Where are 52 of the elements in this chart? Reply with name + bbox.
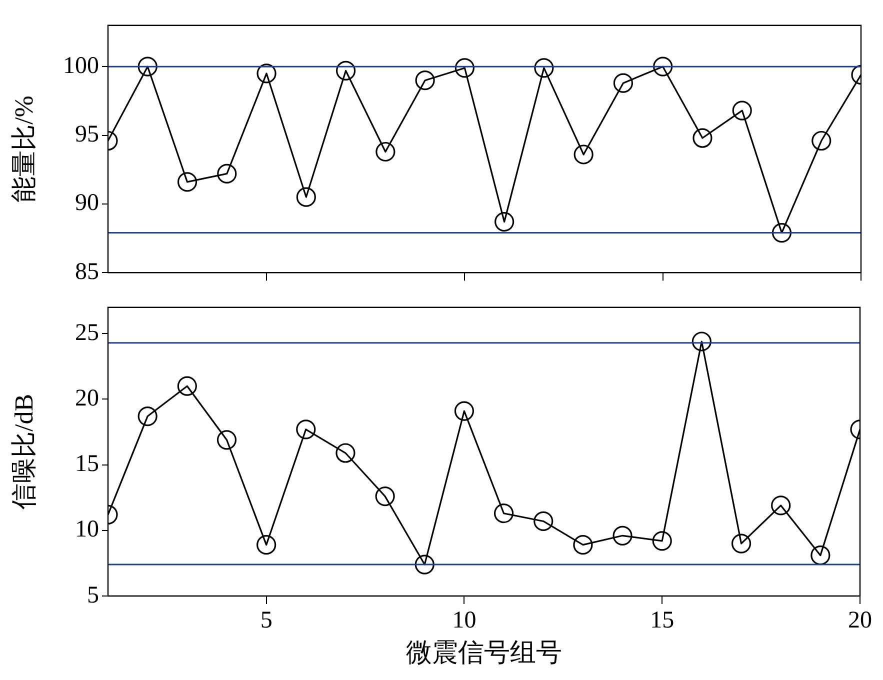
point (415, 70, 435, 90)
point (534, 511, 554, 532)
point (732, 100, 752, 120)
y-tick-label: 90 (75, 190, 99, 216)
point (652, 531, 672, 551)
x-tick-label: 15 (650, 608, 674, 634)
y-tick-label: 10 (75, 516, 99, 543)
y-axis-title: 信噪比/dB (9, 394, 38, 510)
y-axis-title: 能量比/% (9, 96, 38, 202)
y-tick-label: 25 (75, 320, 99, 346)
point (494, 504, 514, 524)
point (573, 535, 593, 555)
point (613, 73, 634, 93)
y-tick-label: 20 (75, 386, 99, 412)
point (375, 486, 395, 506)
point (336, 443, 356, 463)
y-tick-label: 100 (63, 52, 99, 79)
point (138, 406, 158, 426)
point (256, 64, 276, 84)
point (177, 376, 197, 396)
point (692, 332, 712, 352)
point (772, 222, 792, 243)
y-tick-label: 5 (87, 582, 99, 608)
point (454, 401, 474, 421)
point (534, 58, 554, 78)
y-tick-label: 95 (75, 122, 99, 148)
point (454, 58, 474, 78)
point (494, 212, 514, 232)
point (810, 546, 830, 566)
point (177, 172, 198, 192)
x-tick-label: 5 (260, 608, 272, 634)
point (376, 142, 396, 162)
point (414, 554, 434, 574)
point (574, 144, 594, 164)
point (216, 430, 237, 450)
point (296, 187, 316, 207)
x-axis-title: 微震信号组号 (406, 638, 562, 668)
x-tick-label: 10 (452, 608, 476, 634)
point (692, 128, 712, 148)
point (653, 56, 673, 76)
point (296, 420, 316, 440)
point (771, 496, 791, 516)
point (612, 526, 632, 546)
y-tick-label: 85 (75, 258, 99, 285)
point (217, 164, 237, 184)
point (256, 535, 276, 555)
point (138, 56, 158, 76)
y-tick-label: 15 (75, 451, 99, 478)
point (336, 60, 356, 81)
point (731, 534, 752, 554)
x-tick-label: 20 (848, 608, 872, 634)
point (812, 130, 832, 151)
